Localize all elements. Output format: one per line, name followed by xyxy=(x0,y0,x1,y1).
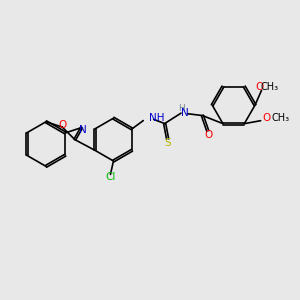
Text: O: O xyxy=(255,82,263,92)
Text: O: O xyxy=(58,120,66,130)
Text: O: O xyxy=(204,130,212,140)
Text: H: H xyxy=(178,104,185,113)
Text: O: O xyxy=(262,113,270,123)
Text: Cl: Cl xyxy=(105,172,116,182)
Text: S: S xyxy=(164,138,171,148)
Text: CH₃: CH₃ xyxy=(272,113,290,123)
Text: CH₃: CH₃ xyxy=(260,82,278,92)
Text: N: N xyxy=(181,108,188,118)
Text: N: N xyxy=(79,125,87,135)
Text: NH: NH xyxy=(148,113,164,123)
